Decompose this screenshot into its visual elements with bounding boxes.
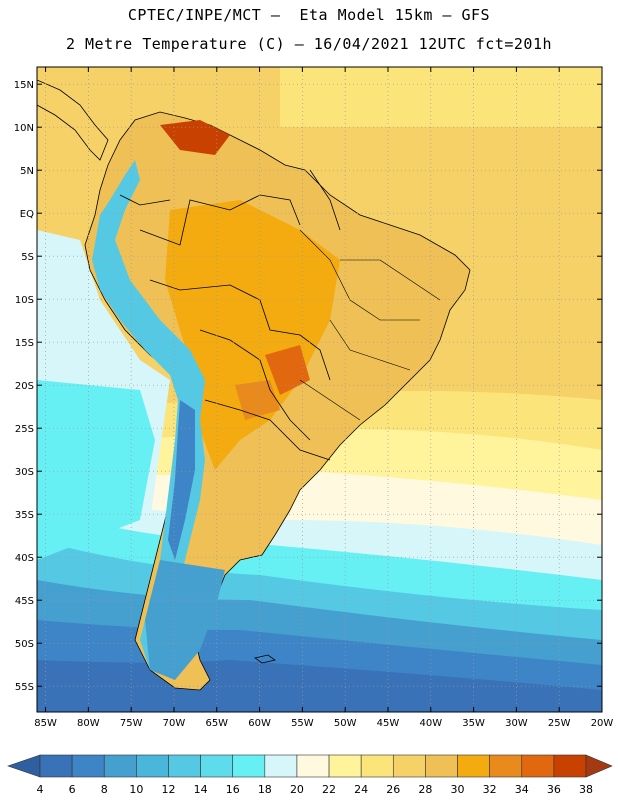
colorbar-swatch xyxy=(457,754,490,778)
chart-title-line-2: 2 Metre Temperature (C) – 16/04/2021 12U… xyxy=(65,35,553,53)
colorbar-label: 26 xyxy=(386,783,400,796)
lon-tick-label: 75W xyxy=(120,718,143,729)
central-america-land xyxy=(37,79,109,161)
tropical-ocean-band xyxy=(280,67,602,127)
colorbar-label: 20 xyxy=(290,783,304,796)
colorbar-high-arrow xyxy=(585,754,613,778)
warm-interior xyxy=(165,200,340,470)
colorbar-label: 22 xyxy=(322,783,336,796)
lon-tick-label: 80W xyxy=(77,718,100,729)
colorbar-swatch xyxy=(232,754,266,778)
lon-tick-label: 20W xyxy=(591,718,614,729)
lon-tick-label: 85W xyxy=(34,718,57,729)
colorbar-label: 32 xyxy=(483,783,497,796)
lat-tick-label: 15N xyxy=(14,80,34,91)
lat-tick-label: 55S xyxy=(15,682,34,693)
map-frame xyxy=(36,66,603,713)
lat-tick-label: 10S xyxy=(15,295,34,306)
lon-tick-label: 45W xyxy=(377,718,400,729)
colorbar-swatch xyxy=(328,754,362,778)
lon-tick-label: 25W xyxy=(548,718,571,729)
lat-tick-label: 30S xyxy=(15,467,34,478)
falkland-islands xyxy=(254,654,276,664)
colorbar-swatch xyxy=(425,754,458,778)
colorbar-label: 10 xyxy=(129,783,143,796)
andes-coldest-strip xyxy=(168,400,195,560)
lat-tick-label: 5N xyxy=(20,166,34,177)
colorbar-swatch xyxy=(521,754,555,778)
lat-tick-label: 10N xyxy=(14,123,34,134)
latitude-axis: 15N 10N 5N EQ 5S 10S 15S 20S 25S 30S 35S 40S 45S 50S 5… xyxy=(14,80,602,693)
temperature-field xyxy=(37,67,602,712)
colorbar-label: 18 xyxy=(258,783,272,796)
colorbar-swatch xyxy=(264,754,298,778)
colorbar-label: 12 xyxy=(161,783,175,796)
lon-tick-label: 35W xyxy=(462,718,485,729)
colorbar-label: 4 xyxy=(37,783,44,796)
colorbar-label: 30 xyxy=(451,783,465,796)
colorbar-label: 16 xyxy=(226,783,240,796)
lon-tick-label: 55W xyxy=(291,718,314,729)
colorbar-label: 38 xyxy=(579,783,593,796)
venezuela-hot-spot xyxy=(160,120,230,155)
colorbar-low-arrow xyxy=(7,754,41,778)
colorbar-swatch xyxy=(360,754,394,778)
lat-tick-label: 50S xyxy=(15,639,34,650)
state-borders xyxy=(299,229,441,421)
colorbar-swatch xyxy=(71,754,105,778)
lon-tick-label: 60W xyxy=(248,718,271,729)
chaco-hot-spot xyxy=(235,380,280,420)
patagonia-cool xyxy=(145,560,225,680)
pacific-cold-water xyxy=(37,380,155,560)
colorbar-label: 24 xyxy=(354,783,368,796)
colorbar-swatch xyxy=(553,754,587,778)
lat-tick-label: 25S xyxy=(15,424,34,435)
colorbar-label: 14 xyxy=(194,783,208,796)
colorbar-label: 28 xyxy=(418,783,432,796)
colorbar-label: 8 xyxy=(101,783,108,796)
lat-tick-label: 40S xyxy=(15,553,34,564)
colorbar-swatch xyxy=(39,754,73,778)
longitude-axis: 85W 80W 75W 70W 65W 60W 55W 50W 45W 40W 35W 30W 25W 2… xyxy=(34,67,613,729)
lat-tick-label: 20S xyxy=(15,381,34,392)
chart-title-line-1: CPTEC/INPE/MCT – Eta Model 15km – GFS xyxy=(127,6,491,24)
lon-tick-label: 65W xyxy=(205,718,228,729)
lon-tick-label: 50W xyxy=(334,718,357,729)
colorbar-swatch xyxy=(168,754,201,778)
colorbar-label: 36 xyxy=(547,783,561,796)
lon-tick-label: 70W xyxy=(163,718,186,729)
pantanal-hot-spot xyxy=(265,345,310,395)
lat-tick-label: 35S xyxy=(15,510,34,521)
colorbar: 4 6 8 10 12 14 16 18 20 22 24 26 28 30 32 34 36 38 xyxy=(7,754,613,796)
lat-tick-label: 15S xyxy=(15,338,34,349)
lat-tick-label: 45S xyxy=(15,596,34,607)
colorbar-swatch xyxy=(103,754,137,778)
lat-tick-label: EQ xyxy=(20,209,34,220)
lat-tick-label: 5S xyxy=(21,252,34,263)
colorbar-swatch xyxy=(296,754,330,778)
colorbar-swatch xyxy=(392,754,426,778)
colorbar-label: 6 xyxy=(69,783,76,796)
lon-tick-label: 30W xyxy=(505,718,528,729)
colorbar-swatch xyxy=(489,754,523,778)
colorbar-label: 34 xyxy=(515,783,529,796)
country-borders xyxy=(119,169,341,461)
colorbar-swatch xyxy=(136,754,169,778)
colorbar-swatch xyxy=(200,754,234,778)
lon-tick-label: 40W xyxy=(419,718,442,729)
